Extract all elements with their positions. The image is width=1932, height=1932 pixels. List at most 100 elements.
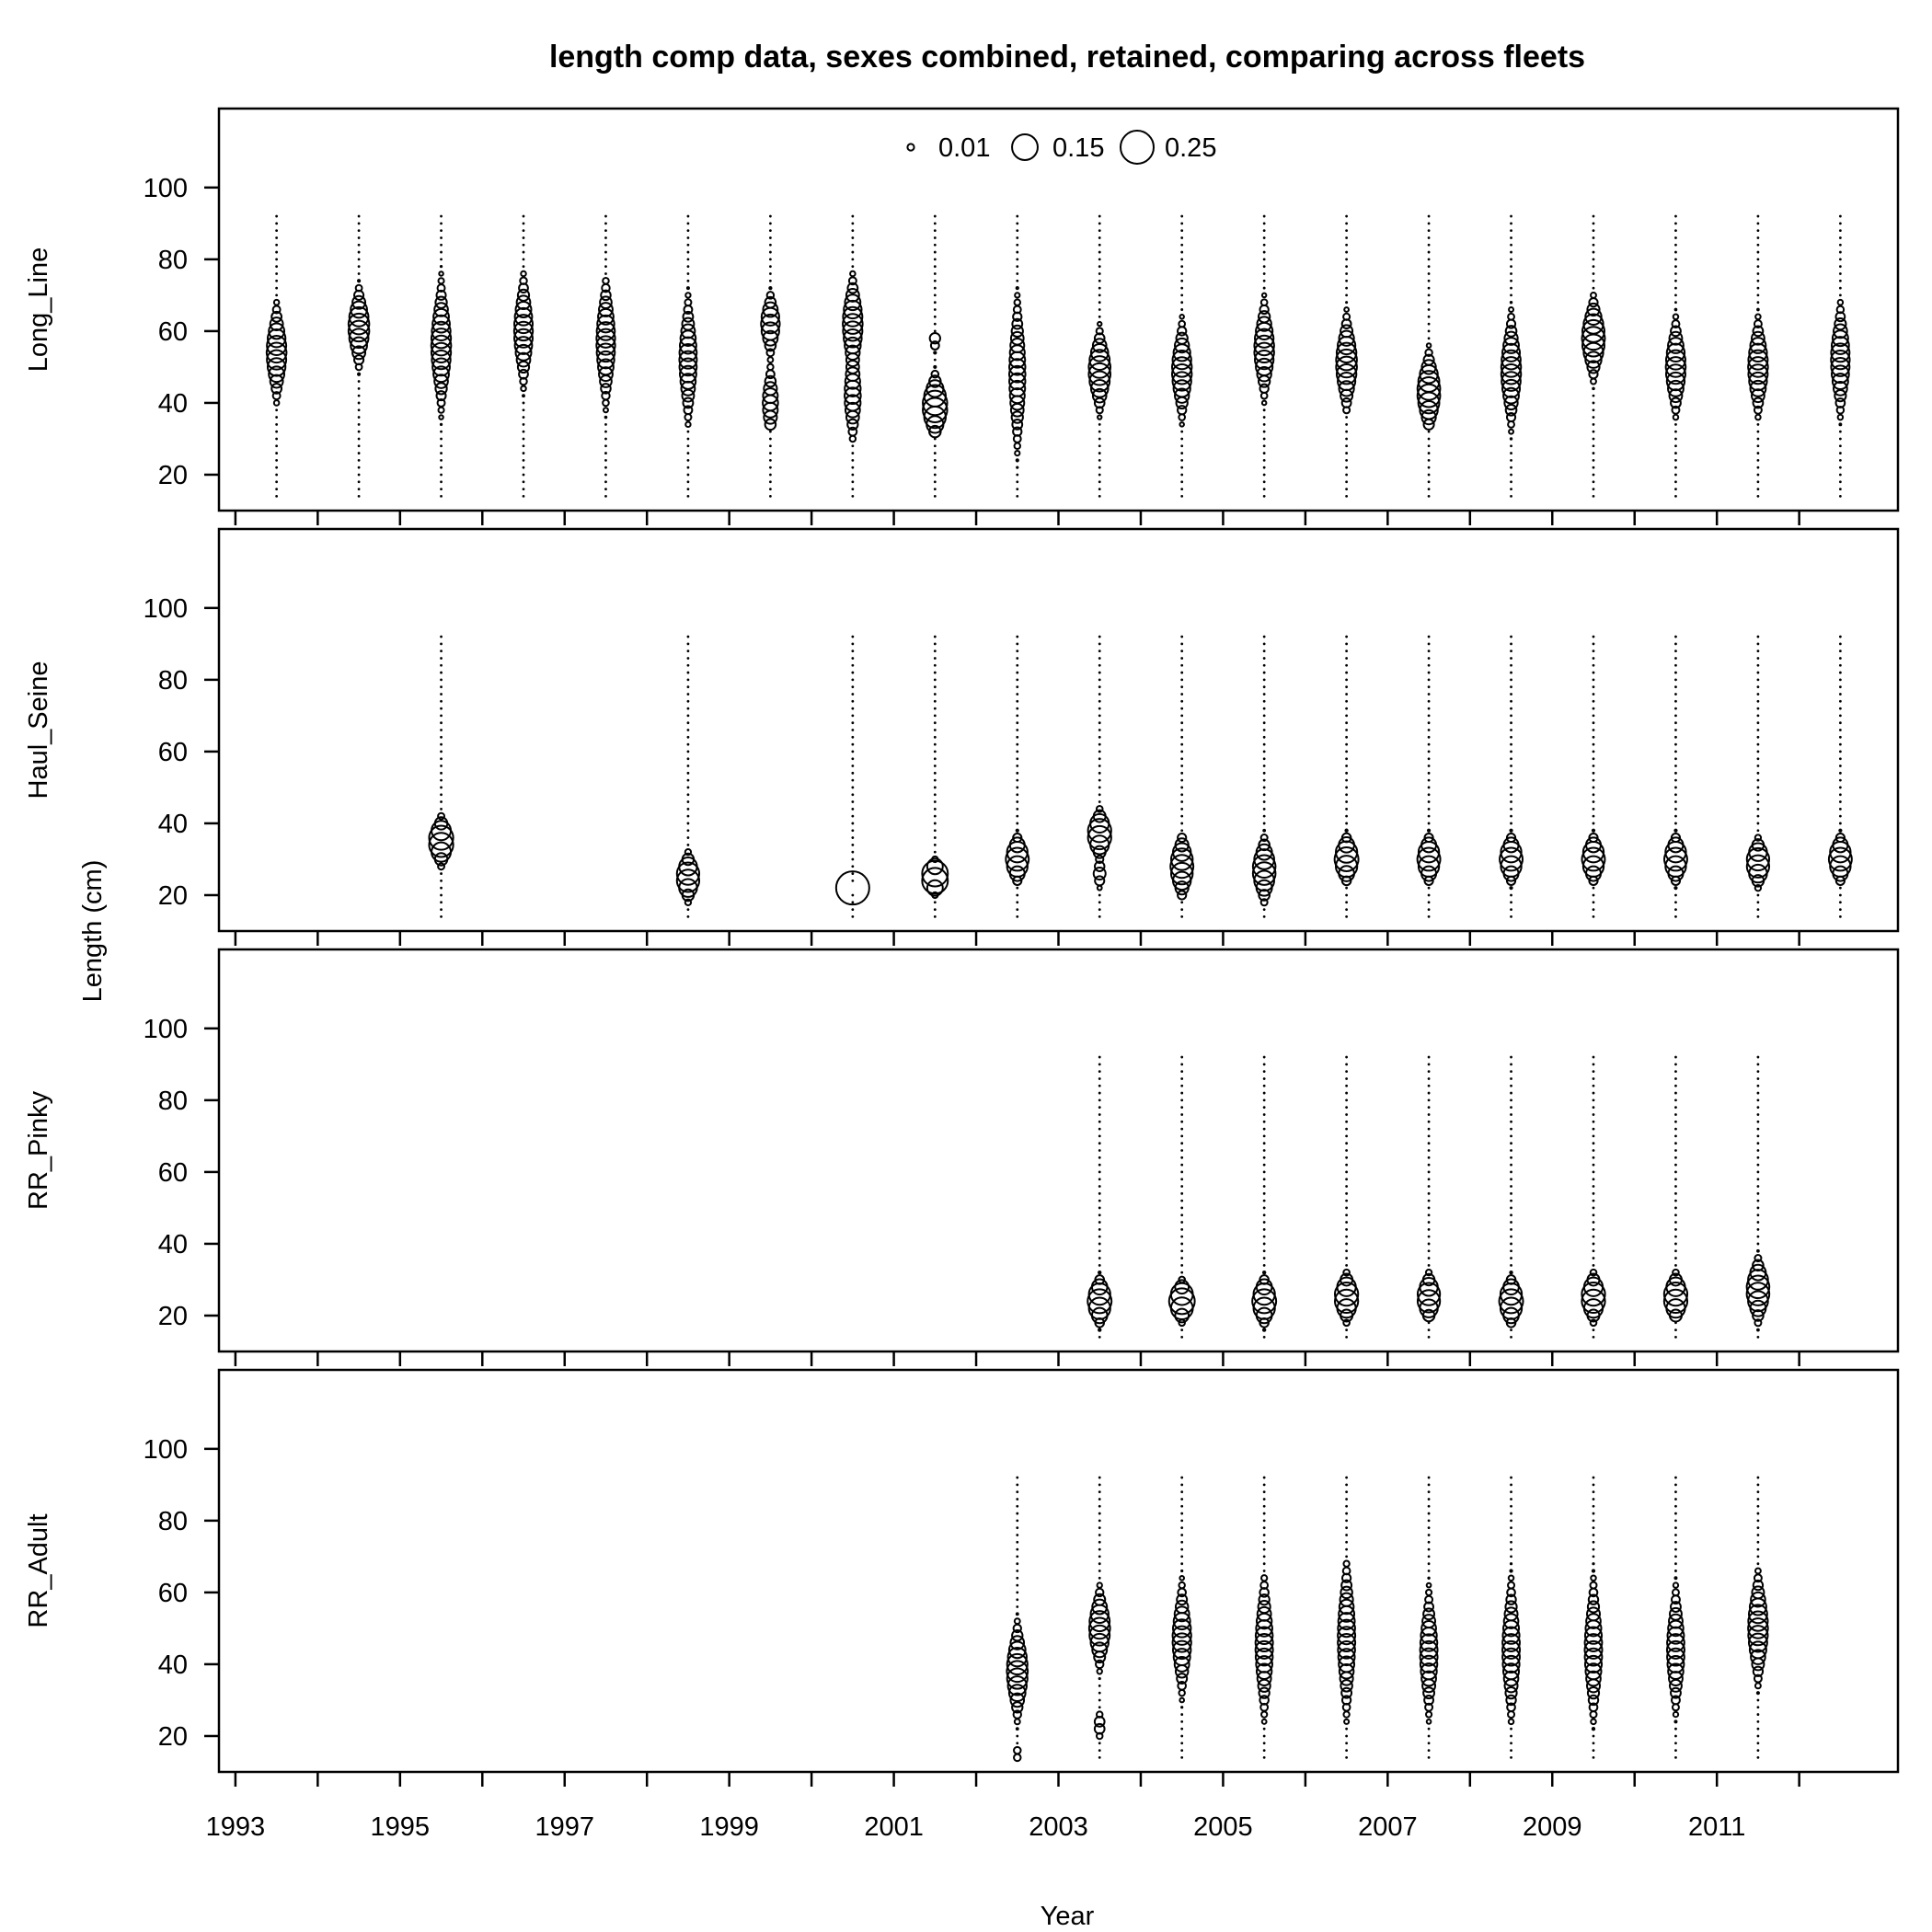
data-bubble (1427, 721, 1431, 725)
data-bubble (1674, 1547, 1677, 1551)
data-bubble (1592, 1127, 1595, 1131)
data-bubble (1342, 1318, 1351, 1328)
data-bubble (1592, 258, 1595, 261)
data-bubble (1177, 832, 1188, 844)
data-bubble (1592, 908, 1595, 911)
data-bubble (1180, 1727, 1184, 1731)
data-bubble (1748, 371, 1768, 392)
data-bubble (851, 778, 855, 782)
data-bubble (1098, 714, 1101, 718)
data-bubble (1592, 893, 1595, 897)
data-bubble (933, 850, 937, 854)
data-bubble (1345, 1106, 1349, 1110)
data-bubble (1180, 1227, 1184, 1231)
data-bubble (764, 418, 777, 431)
data-bubble (1756, 771, 1760, 775)
data-bubble (1014, 449, 1021, 457)
data-bubble (1756, 1755, 1760, 1759)
data-bubble (682, 397, 695, 409)
data-bubble (1345, 243, 1349, 247)
data-bubble (1262, 236, 1266, 239)
data-bubble (1592, 488, 1595, 490)
data-bubble (1427, 765, 1431, 767)
data-bubble (1427, 1257, 1431, 1259)
data-bubble (1016, 1555, 1019, 1558)
data-bubble (1345, 1734, 1349, 1738)
data-bubble (1098, 1691, 1101, 1695)
data-bubble (1098, 286, 1101, 290)
data-bubble (1006, 1660, 1029, 1684)
data-bubble (1674, 1206, 1677, 1210)
data-bubble (1592, 422, 1595, 426)
data-bubble (1838, 678, 1842, 682)
data-bubble (1335, 355, 1358, 379)
data-bubble (933, 814, 937, 818)
data-bubble (599, 295, 613, 310)
data-bubble (1345, 1127, 1349, 1131)
data-bubble (1834, 397, 1846, 408)
year-column-1998 (675, 635, 701, 918)
data-bubble (1253, 334, 1275, 357)
data-bubble (1510, 663, 1512, 667)
data-bubble (933, 635, 937, 638)
data-bubble (1262, 1755, 1266, 1759)
data-bubble (933, 364, 937, 369)
data-bubble (1262, 1063, 1266, 1066)
data-bubble (1838, 778, 1842, 782)
data-bubble (848, 434, 857, 443)
data-bubble (1756, 1706, 1760, 1709)
data-bubble (1427, 265, 1431, 269)
data-bubble (1674, 452, 1677, 454)
data-bubble (1098, 742, 1101, 746)
data-bubble (1756, 1206, 1760, 1210)
data-bubble (1262, 735, 1266, 739)
y-tick-label: 80 (158, 1087, 188, 1116)
data-bubble (1180, 908, 1184, 911)
data-bubble (1592, 807, 1595, 811)
data-bubble (1756, 714, 1760, 718)
data-bubble (1260, 292, 1268, 299)
data-bubble (1345, 886, 1349, 890)
data-bubble (1592, 914, 1595, 918)
data-bubble (357, 437, 361, 441)
data-bubble (1504, 325, 1518, 338)
data-bubble (1262, 1498, 1266, 1501)
data-bubble (768, 265, 772, 269)
data-bubble (1262, 422, 1266, 426)
y-tick-label: 60 (158, 738, 188, 767)
data-bubble (1510, 1213, 1512, 1217)
data-bubble (1345, 1235, 1349, 1238)
legend-label: 0.15 (1052, 133, 1104, 163)
data-bubble (1340, 1585, 1353, 1600)
data-bubble (1756, 1490, 1760, 1494)
data-bubble (1592, 286, 1595, 290)
data-bubble (1093, 1722, 1106, 1735)
data-bubble (851, 757, 855, 761)
data-bubble (1756, 735, 1760, 739)
data-bubble (768, 214, 772, 218)
year-column-2012 (1830, 214, 1851, 498)
data-bubble (440, 793, 443, 797)
data-bubble (1674, 693, 1677, 696)
data-bubble (1747, 1290, 1769, 1313)
data-bubble (1756, 214, 1760, 218)
data-bubble (1427, 1142, 1431, 1145)
data-bubble (1674, 1749, 1677, 1752)
data-bubble (768, 430, 772, 433)
y-tick-label: 100 (144, 594, 188, 624)
data-bubble (1592, 735, 1595, 739)
year-column-1995 (428, 635, 454, 918)
data-bubble (1754, 1318, 1763, 1328)
data-bubble (1088, 1624, 1111, 1647)
data-bubble (1674, 1328, 1677, 1331)
data-bubble (1176, 1593, 1189, 1606)
data-bubble (1674, 488, 1677, 490)
data-bubble (522, 430, 525, 433)
x-tick-label: 2005 (1193, 1812, 1253, 1842)
data-bubble (1592, 1163, 1595, 1167)
data-bubble (1006, 1646, 1028, 1668)
data-bubble (1092, 809, 1107, 823)
data-bubble (686, 836, 690, 839)
data-bubble (1262, 778, 1266, 782)
data-bubble (602, 398, 610, 408)
